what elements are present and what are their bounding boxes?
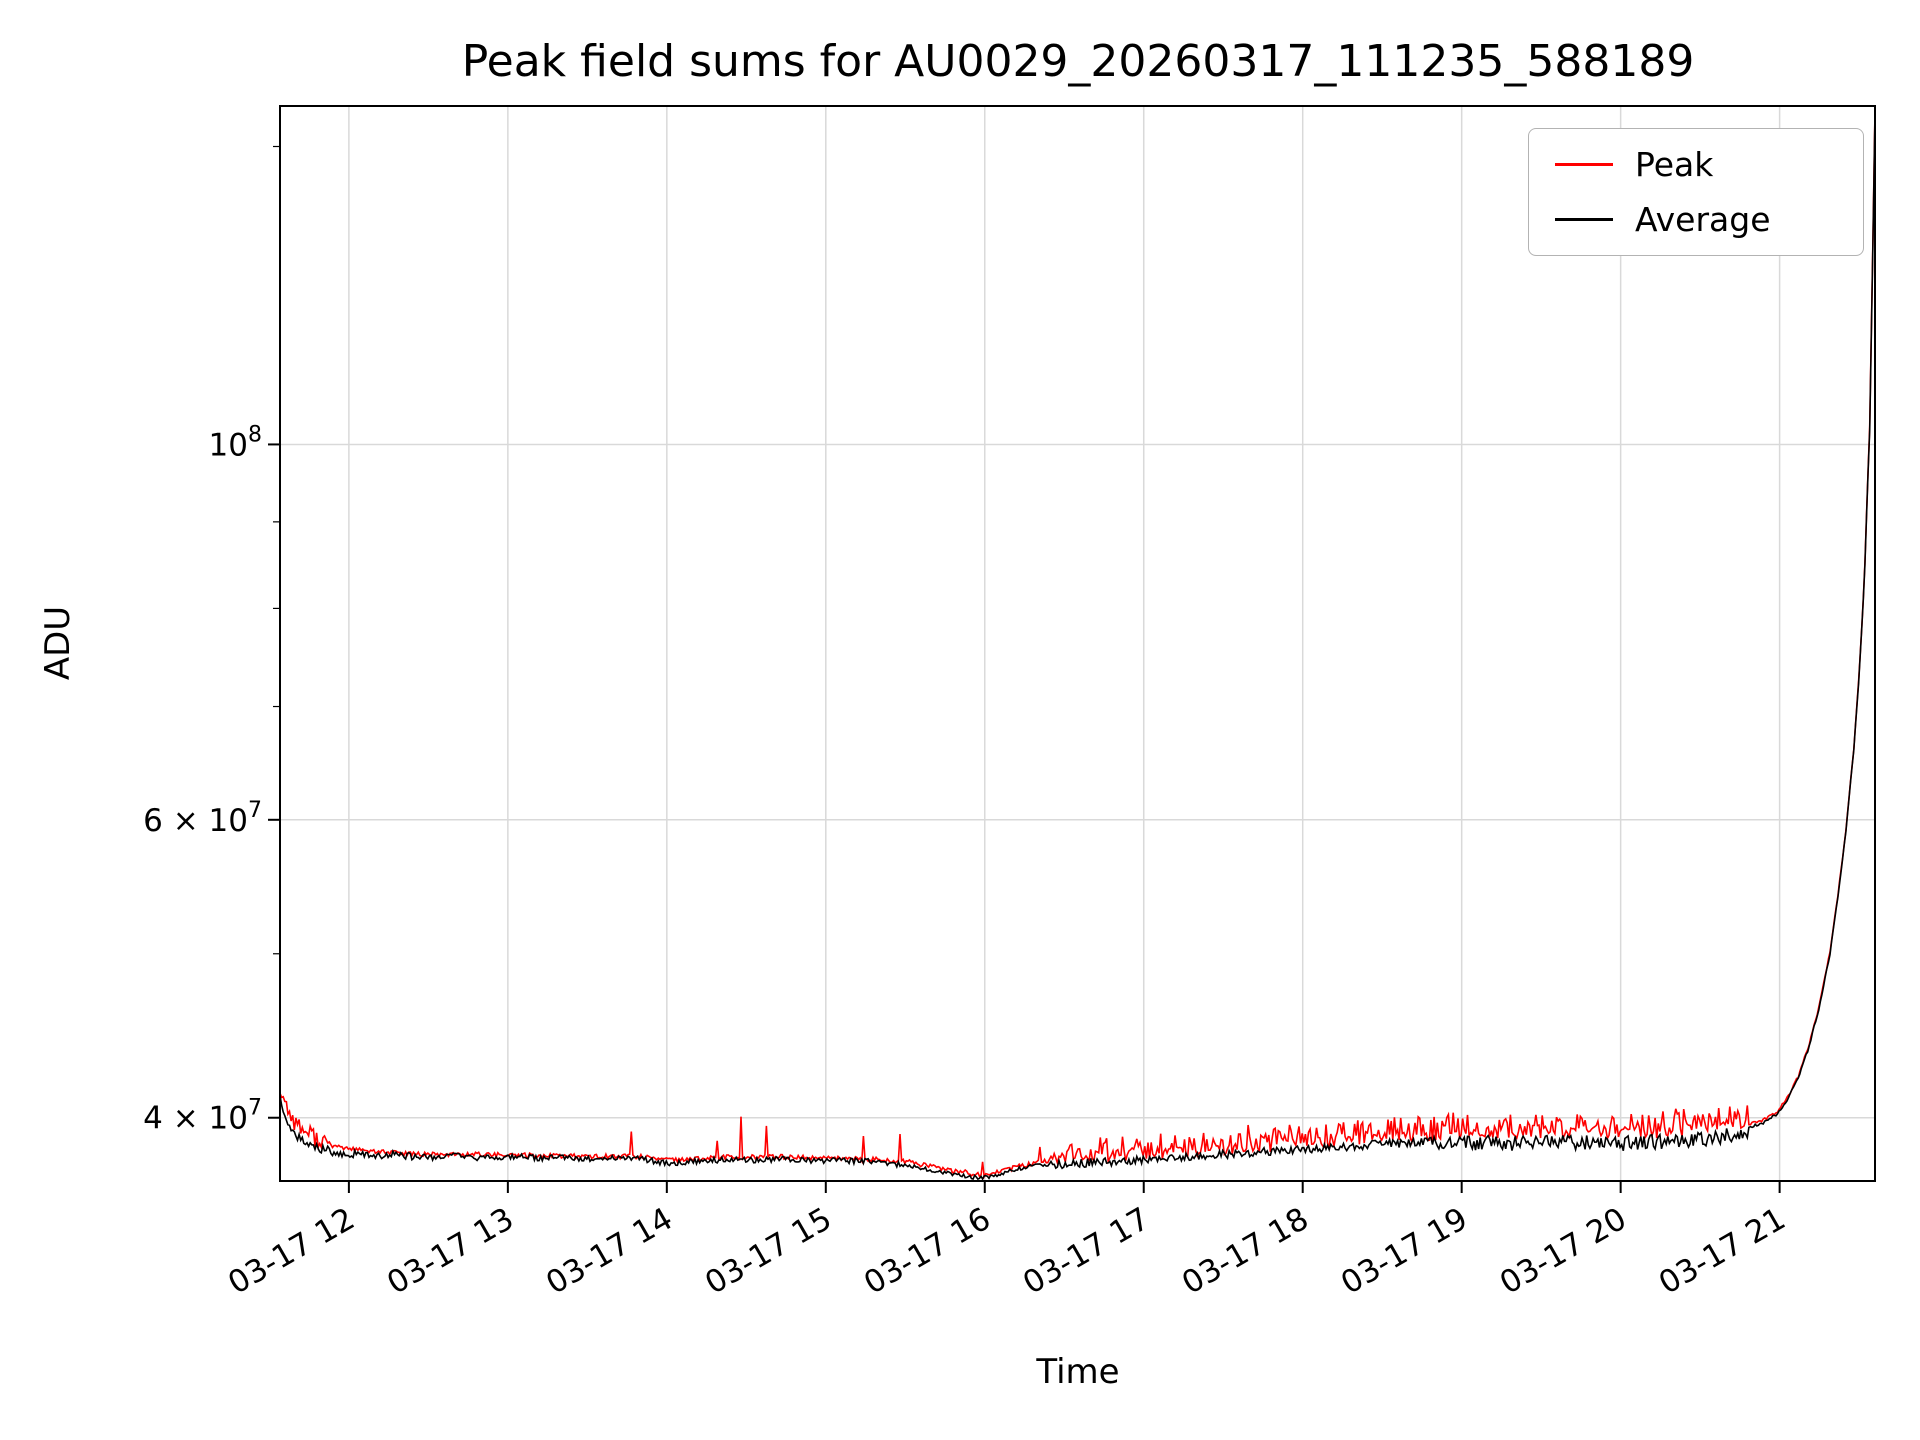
svg-text:03-17 17: 03-17 17 bbox=[1017, 1201, 1156, 1302]
svg-text:03-17 16: 03-17 16 bbox=[858, 1201, 997, 1302]
svg-text:03-17 15: 03-17 15 bbox=[699, 1201, 838, 1302]
chart-title: Peak field sums for AU0029_20260317_1112… bbox=[461, 36, 1695, 87]
legend-label-average: Average bbox=[1635, 200, 1771, 239]
average-line-swatch bbox=[1555, 218, 1613, 221]
peak-line-swatch bbox=[1555, 163, 1613, 166]
legend-entry-average: Average bbox=[1555, 200, 1837, 239]
legend: Peak Average bbox=[1528, 128, 1864, 256]
legend-label-peak: Peak bbox=[1635, 145, 1714, 184]
svg-text:03-17 21: 03-17 21 bbox=[1653, 1201, 1792, 1302]
svg-text:108: 108 bbox=[209, 422, 262, 463]
svg-text:6 × 107: 6 × 107 bbox=[143, 798, 262, 839]
svg-text:03-17 14: 03-17 14 bbox=[540, 1201, 679, 1302]
x-axis-label: Time bbox=[1036, 1352, 1120, 1392]
svg-text:03-17 13: 03-17 13 bbox=[381, 1201, 520, 1302]
legend-entry-peak: Peak bbox=[1555, 145, 1837, 184]
svg-text:03-17 12: 03-17 12 bbox=[222, 1201, 361, 1302]
svg-text:03-17 18: 03-17 18 bbox=[1176, 1201, 1315, 1302]
svg-text:03-17 20: 03-17 20 bbox=[1494, 1201, 1633, 1302]
svg-text:03-17 19: 03-17 19 bbox=[1335, 1201, 1474, 1302]
svg-text:4 × 107: 4 × 107 bbox=[143, 1096, 262, 1137]
